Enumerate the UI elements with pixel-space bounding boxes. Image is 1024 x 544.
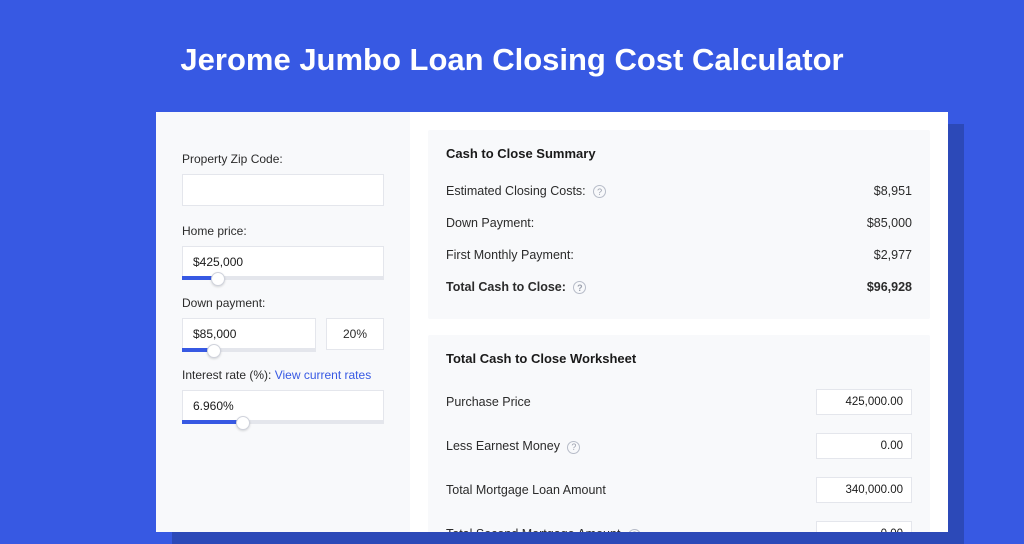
home-price-label: Home price: [182, 224, 384, 238]
down-payment-group: Down payment: 20% [182, 296, 384, 350]
calculator-card: Property Zip Code: Home price: Down paym… [156, 112, 948, 532]
worksheet-panel: Total Cash to Close Worksheet Purchase P… [428, 335, 930, 532]
summary-panel: Cash to Close Summary Estimated Closing … [428, 130, 930, 319]
summary-row: Down Payment: $85,000 [446, 207, 912, 239]
summary-total-value: $96,928 [867, 280, 912, 294]
home-price-group: Home price: [182, 224, 384, 278]
zip-group: Property Zip Code: [182, 152, 384, 206]
interest-label: Interest rate (%): View current rates [182, 368, 384, 382]
down-payment-input[interactable] [182, 318, 316, 350]
row-label-text: Estimated Closing Costs: [446, 184, 586, 198]
slider-fill [182, 420, 243, 424]
worksheet-row-label: Purchase Price [446, 395, 531, 409]
summary-row-label: Estimated Closing Costs: ? [446, 184, 606, 198]
help-icon[interactable]: ? [567, 441, 580, 454]
summary-title: Cash to Close Summary [446, 146, 912, 161]
worksheet-row-label: Total Mortgage Loan Amount [446, 483, 606, 497]
down-payment-label: Down payment: [182, 296, 384, 310]
interest-group: Interest rate (%): View current rates [182, 368, 384, 422]
summary-row-value: $8,951 [874, 184, 912, 198]
summary-row-label: Down Payment: [446, 216, 534, 230]
slider-thumb[interactable] [211, 272, 225, 286]
zip-label: Property Zip Code: [182, 152, 384, 166]
down-payment-pct[interactable]: 20% [326, 318, 384, 350]
down-payment-slider[interactable] [182, 318, 316, 350]
worksheet-row: Total Second Mortgage Amount ? [446, 512, 912, 532]
zip-input[interactable] [182, 174, 384, 206]
help-icon[interactable]: ? [628, 529, 641, 533]
worksheet-row-input[interactable] [816, 389, 912, 415]
worksheet-row: Purchase Price [446, 380, 912, 424]
slider-thumb[interactable] [207, 344, 221, 358]
view-rates-link[interactable]: View current rates [275, 368, 372, 382]
summary-total-row: Total Cash to Close: ? $96,928 [446, 271, 912, 303]
worksheet-title: Total Cash to Close Worksheet [446, 351, 912, 366]
help-icon[interactable]: ? [573, 281, 586, 294]
summary-row-label: First Monthly Payment: [446, 248, 574, 262]
worksheet-row-label: Less Earnest Money ? [446, 439, 580, 453]
worksheet-row-input[interactable] [816, 433, 912, 459]
summary-row: First Monthly Payment: $2,977 [446, 239, 912, 271]
row-label-text: Less Earnest Money [446, 439, 560, 453]
inputs-sidebar: Property Zip Code: Home price: Down paym… [156, 112, 410, 532]
worksheet-row-input[interactable] [816, 477, 912, 503]
interest-label-text: Interest rate (%): [182, 368, 275, 382]
row-label-text: Total Second Mortgage Amount [446, 527, 620, 532]
slider-thumb[interactable] [236, 416, 250, 430]
summary-row: Estimated Closing Costs: ? $8,951 [446, 175, 912, 207]
worksheet-row: Less Earnest Money ? [446, 424, 912, 468]
worksheet-row-input[interactable] [816, 521, 912, 532]
page-title: Jerome Jumbo Loan Closing Cost Calculato… [0, 0, 1024, 112]
summary-row-value: $2,977 [874, 248, 912, 262]
summary-row-value: $85,000 [867, 216, 912, 230]
results-main: Cash to Close Summary Estimated Closing … [410, 112, 948, 532]
help-icon[interactable]: ? [593, 185, 606, 198]
worksheet-row: Total Mortgage Loan Amount [446, 468, 912, 512]
row-label-text: Total Cash to Close: [446, 280, 566, 294]
worksheet-row-label: Total Second Mortgage Amount ? [446, 527, 641, 532]
interest-slider[interactable] [182, 390, 384, 422]
interest-input[interactable] [182, 390, 384, 422]
home-price-slider[interactable] [182, 246, 384, 278]
summary-total-label: Total Cash to Close: ? [446, 280, 586, 294]
